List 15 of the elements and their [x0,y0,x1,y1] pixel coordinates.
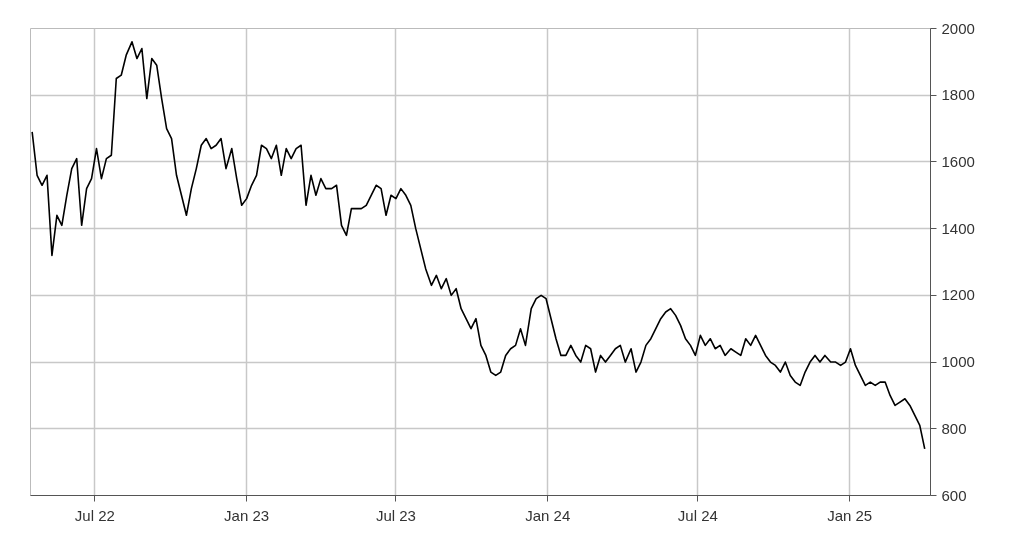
y-tick-label: 1600 [941,152,975,170]
x-tick-label: Jul 24 [677,506,718,524]
x-tick-label: Jul 23 [375,506,416,524]
x-tick-label: Jul 22 [74,506,115,524]
y-tick-label: 1800 [941,86,975,104]
x-tick-label: Jan 23 [224,506,270,524]
y-tick-label: 800 [941,419,967,437]
y-tick-label: 600 [941,486,967,504]
line-series [31,41,926,450]
x-tick-label: Jan 24 [525,506,571,524]
y-tick-label: 2000 [941,19,975,37]
x-tick-label: Jan 25 [827,506,873,524]
y-tick-label: 1000 [941,353,975,371]
y-tick-label: 1400 [941,219,975,237]
y-tick-label: 1200 [941,286,975,304]
